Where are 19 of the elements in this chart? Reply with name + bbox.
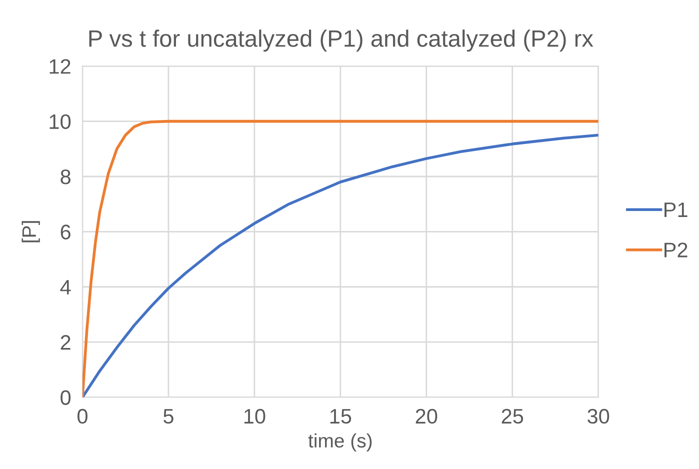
y-axis-title: [P]	[22, 221, 40, 242]
y-tick-label: 8	[60, 170, 70, 184]
x-tick-label: 20	[416, 408, 438, 424]
y-tick-label: 6	[60, 224, 70, 240]
legend-label: P1	[664, 202, 688, 217]
y-tick-label: 10	[50, 114, 71, 130]
x-axis-title: time (s)	[308, 433, 372, 452]
x-tick-label: 0	[78, 408, 88, 424]
x-tick-label: 30	[588, 408, 610, 424]
x-tick-label: 15	[330, 409, 352, 424]
y-tick-label: 12	[50, 59, 70, 74]
x-tick-label: 25	[502, 408, 524, 424]
x-tick-label: 10	[244, 408, 266, 424]
x-tick-label: 5	[164, 409, 174, 424]
y-tick-label: 2	[60, 335, 70, 350]
chart-title: P vs t for uncatalyzed (P1) and catalyzed (P2) rx	[89, 30, 594, 52]
y-tick-label: 0	[60, 390, 71, 405]
legend-label: P2	[664, 242, 688, 258]
y-tick-label: 4	[60, 280, 71, 294]
